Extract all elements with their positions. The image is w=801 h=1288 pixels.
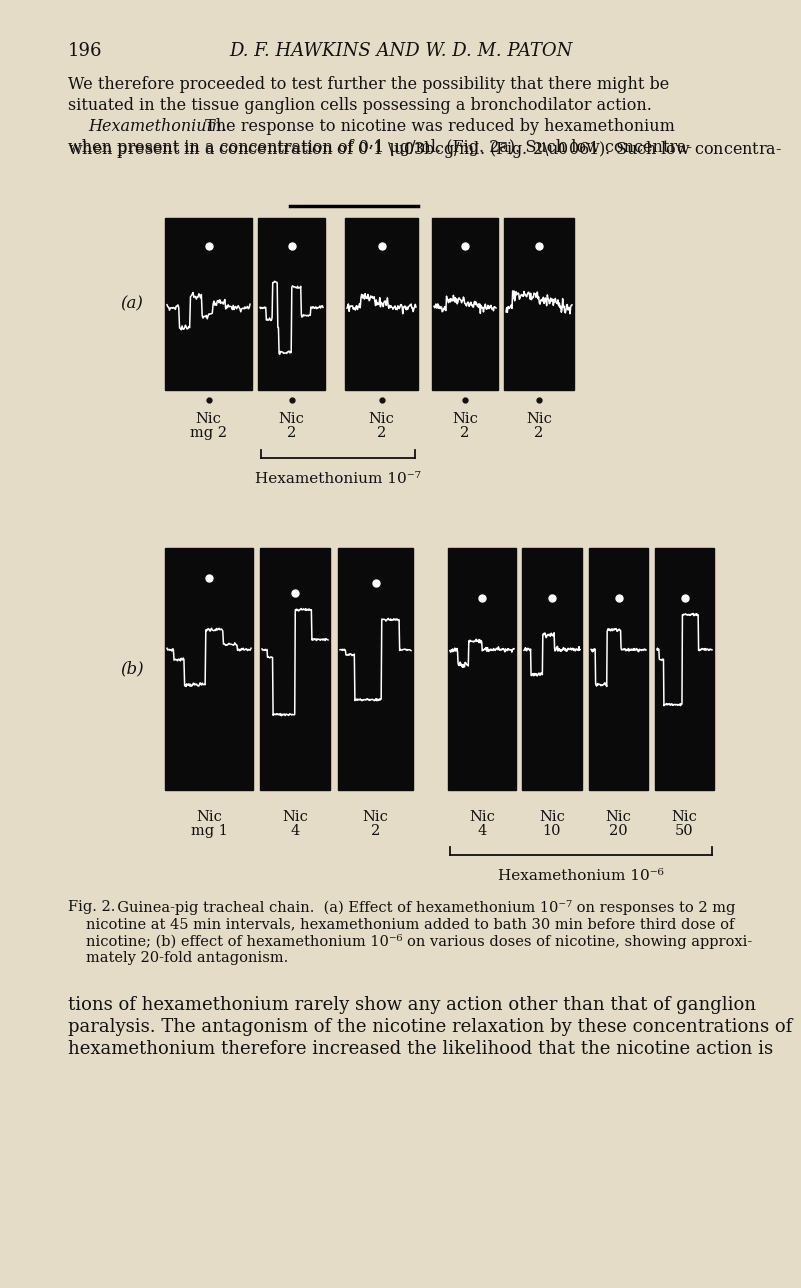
Text: Fig. 2.: Fig. 2. <box>68 900 115 914</box>
Text: 20: 20 <box>610 824 628 838</box>
Text: Nic: Nic <box>196 810 222 824</box>
Text: when present in a concentration of 0$\cdot$1 \u03bcg/ml. (Fig. 2\u0061). Such lo: when present in a concentration of 0$\cd… <box>68 139 783 160</box>
Text: 4: 4 <box>291 824 300 838</box>
Bar <box>338 547 413 790</box>
Text: tions of hexamethonium rarely show any action other than that of ganglion: tions of hexamethonium rarely show any a… <box>68 996 756 1014</box>
Text: paralysis. The antagonism of the nicotine relaxation by these concentrations of: paralysis. The antagonism of the nicotin… <box>68 1018 792 1036</box>
Text: Nic: Nic <box>368 412 394 426</box>
Bar <box>260 547 330 790</box>
Text: 50: 50 <box>675 824 694 838</box>
Bar <box>432 218 498 390</box>
Text: nicotine at 45 min intervals, hexamethonium added to bath 30 min before third do: nicotine at 45 min intervals, hexamethon… <box>86 917 735 931</box>
Bar <box>655 547 714 790</box>
Text: 196: 196 <box>68 43 103 61</box>
Text: nicotine; (b) effect of hexamethonium 10⁻⁶ on various doses of nicotine, showing: nicotine; (b) effect of hexamethonium 10… <box>86 934 752 949</box>
Text: Nic: Nic <box>195 412 221 426</box>
Text: (b): (b) <box>120 661 143 677</box>
Text: Hexamethonium 10⁻⁶: Hexamethonium 10⁻⁶ <box>498 869 664 884</box>
Text: when present in a concentration of 0·1 μg/ml. (Fig. 2a). Such low concentra-: when present in a concentration of 0·1 μ… <box>68 139 692 156</box>
Bar <box>165 547 253 790</box>
Text: 4: 4 <box>477 824 487 838</box>
Text: 2: 2 <box>287 426 296 440</box>
Bar <box>345 218 418 390</box>
Text: Nic: Nic <box>539 810 565 824</box>
Text: Guinea-pig tracheal chain.  (a) Effect of hexamethonium 10⁻⁷ on responses to 2 m: Guinea-pig tracheal chain. (a) Effect of… <box>108 900 735 914</box>
Text: Nic: Nic <box>526 412 552 426</box>
Bar <box>589 547 648 790</box>
Text: 2: 2 <box>377 426 386 440</box>
Text: D. F. HAWKINS AND W. D. M. PATON: D. F. HAWKINS AND W. D. M. PATON <box>229 43 573 61</box>
Bar <box>165 218 252 390</box>
Bar <box>522 547 582 790</box>
Text: hexamethonium therefore increased the likelihood that the nicotine action is: hexamethonium therefore increased the li… <box>68 1039 773 1057</box>
Text: Nic: Nic <box>363 810 388 824</box>
Text: mg 1: mg 1 <box>191 824 227 838</box>
Text: Hexamethonium.: Hexamethonium. <box>88 118 227 135</box>
Bar <box>448 547 516 790</box>
Bar <box>504 218 574 390</box>
Text: mately 20-fold antagonism.: mately 20-fold antagonism. <box>86 951 288 965</box>
Text: Nic: Nic <box>671 810 698 824</box>
Bar <box>258 218 325 390</box>
Text: Nic: Nic <box>606 810 631 824</box>
Text: Nic: Nic <box>282 810 308 824</box>
Text: 10: 10 <box>543 824 562 838</box>
Text: We therefore proceeded to test further the possibility that there might be: We therefore proceeded to test further t… <box>68 76 670 93</box>
Text: Nic: Nic <box>469 810 495 824</box>
Text: 2: 2 <box>371 824 380 838</box>
Text: 2: 2 <box>461 426 469 440</box>
Text: Nic: Nic <box>452 412 478 426</box>
Text: (a): (a) <box>120 295 143 313</box>
Text: mg 2: mg 2 <box>190 426 227 440</box>
Text: Hexamethonium 10⁻⁷: Hexamethonium 10⁻⁷ <box>255 471 421 486</box>
Text: 2: 2 <box>534 426 544 440</box>
Text: Nic: Nic <box>279 412 304 426</box>
Text: situated in the tissue ganglion cells possessing a bronchodilator action.: situated in the tissue ganglion cells po… <box>68 97 652 115</box>
Text: The response to nicotine was reduced by hexamethonium: The response to nicotine was reduced by … <box>200 118 675 135</box>
